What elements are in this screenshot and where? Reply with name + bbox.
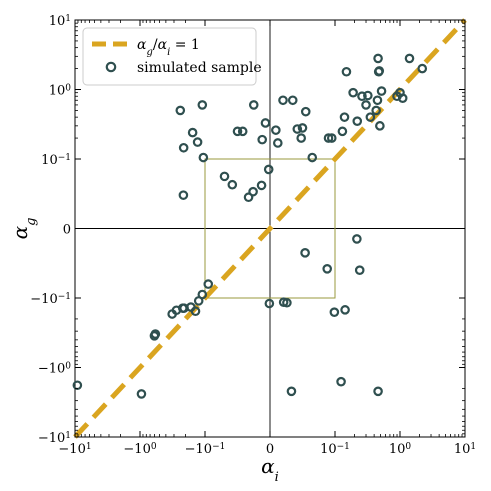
data-point [337, 126, 348, 137]
y-tick-label: 101 [49, 14, 71, 29]
data-point [307, 152, 318, 163]
data-point [260, 118, 271, 128]
x-tick-label: 0 [266, 442, 274, 457]
y-tick-label: −10−1 [30, 292, 71, 307]
data-point [264, 298, 275, 309]
data-point [397, 93, 408, 103]
y-tick-label: −100 [38, 361, 71, 376]
x-tick-label: −101 [58, 442, 91, 457]
x-tick-label: −100 [123, 442, 156, 457]
y-axis-label: αg [8, 218, 39, 240]
x-tick-label: 100 [389, 442, 412, 457]
data-point [340, 305, 350, 315]
y-tick-label: 100 [49, 83, 72, 98]
data-point [197, 100, 208, 110]
data-point [263, 164, 274, 175]
data-point [272, 138, 283, 148]
data-point [354, 265, 365, 276]
data-point [219, 171, 230, 182]
legend: αg/αi = 1 simulated sample [82, 27, 262, 86]
y-tick-label: 0 [63, 223, 71, 238]
data-point [286, 386, 297, 397]
data-point [373, 53, 383, 64]
data-point [178, 142, 189, 153]
data-point [336, 376, 346, 387]
data-point [297, 123, 308, 133]
data-point [257, 134, 268, 145]
legend-marker-swatch [105, 61, 117, 73]
data-point [357, 91, 367, 102]
data-point [248, 100, 259, 110]
x-tick-label: −10−1 [185, 442, 226, 457]
data-point [287, 95, 298, 106]
data-point [322, 264, 333, 274]
data-point [365, 112, 376, 122]
data-point [278, 95, 288, 106]
data-points [72, 53, 428, 399]
data-point [326, 133, 337, 143]
x-tick-label: 101 [454, 442, 476, 457]
data-point [136, 389, 147, 399]
legend-label-sample: simulated sample [137, 60, 262, 76]
data-point [248, 186, 258, 197]
x-tick-label: 10−1 [320, 442, 350, 457]
data-point [323, 133, 334, 143]
data-point [203, 279, 214, 289]
data-point [72, 380, 83, 391]
data-point [296, 133, 307, 143]
data-point [374, 66, 385, 76]
data-point [363, 90, 373, 101]
data-point [193, 296, 204, 306]
data-point [187, 127, 198, 138]
data-point [192, 137, 203, 147]
axis-ticks: −101 −100 −10−1 0 10−1 100 101 −101 −100 −10−1 0 10… [30, 14, 476, 457]
data-point [352, 116, 363, 126]
data-point [198, 152, 209, 163]
data-point [417, 63, 428, 74]
data-point [300, 248, 310, 258]
data-point [373, 386, 383, 397]
data-point [227, 179, 238, 190]
data-point [339, 112, 350, 122]
data-point [243, 192, 254, 203]
data-point [329, 307, 340, 317]
data-point [371, 105, 381, 116]
data-point [348, 87, 358, 98]
data-point [167, 309, 177, 319]
data-point [372, 95, 383, 106]
data-point [237, 126, 248, 137]
data-point [271, 125, 281, 135]
data-point [375, 121, 385, 131]
data-point [282, 297, 292, 308]
data-point [361, 100, 371, 110]
data-point [352, 234, 362, 244]
data-point [149, 331, 160, 341]
legend-label-identity: αg/αi = 1 [137, 37, 200, 58]
linear-region-box [204, 158, 336, 299]
data-point [404, 53, 415, 64]
data-point [292, 124, 303, 134]
x-axis-label: αi [261, 454, 279, 485]
y-tick-label: −101 [38, 431, 71, 446]
data-point [341, 66, 352, 77]
data-point [376, 86, 387, 96]
data-point [300, 106, 311, 117]
data-point [256, 180, 267, 191]
y-tick-label: 10−1 [41, 153, 71, 168]
data-point [178, 190, 189, 200]
data-point [175, 105, 186, 116]
data-point [232, 126, 243, 137]
